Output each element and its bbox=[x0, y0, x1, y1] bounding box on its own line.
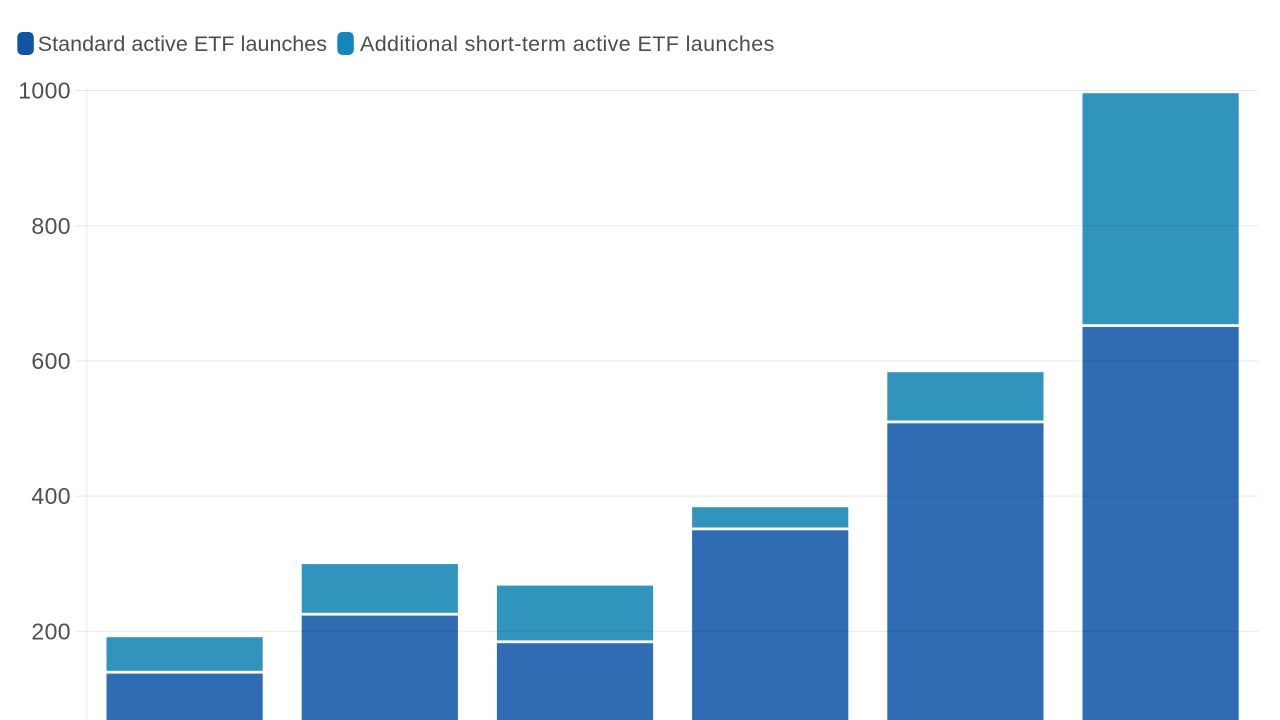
svg-text:800: 800 bbox=[31, 213, 71, 239]
svg-text:Standard active ETF launches: Standard active ETF launches bbox=[38, 32, 327, 56]
svg-text:Additional short-term active E: Additional short-term active ETF launche… bbox=[360, 32, 775, 56]
svg-text:200: 200 bbox=[31, 618, 71, 644]
svg-text:1000: 1000 bbox=[18, 78, 71, 104]
svg-text:600: 600 bbox=[31, 348, 71, 374]
svg-text:400: 400 bbox=[31, 483, 71, 509]
